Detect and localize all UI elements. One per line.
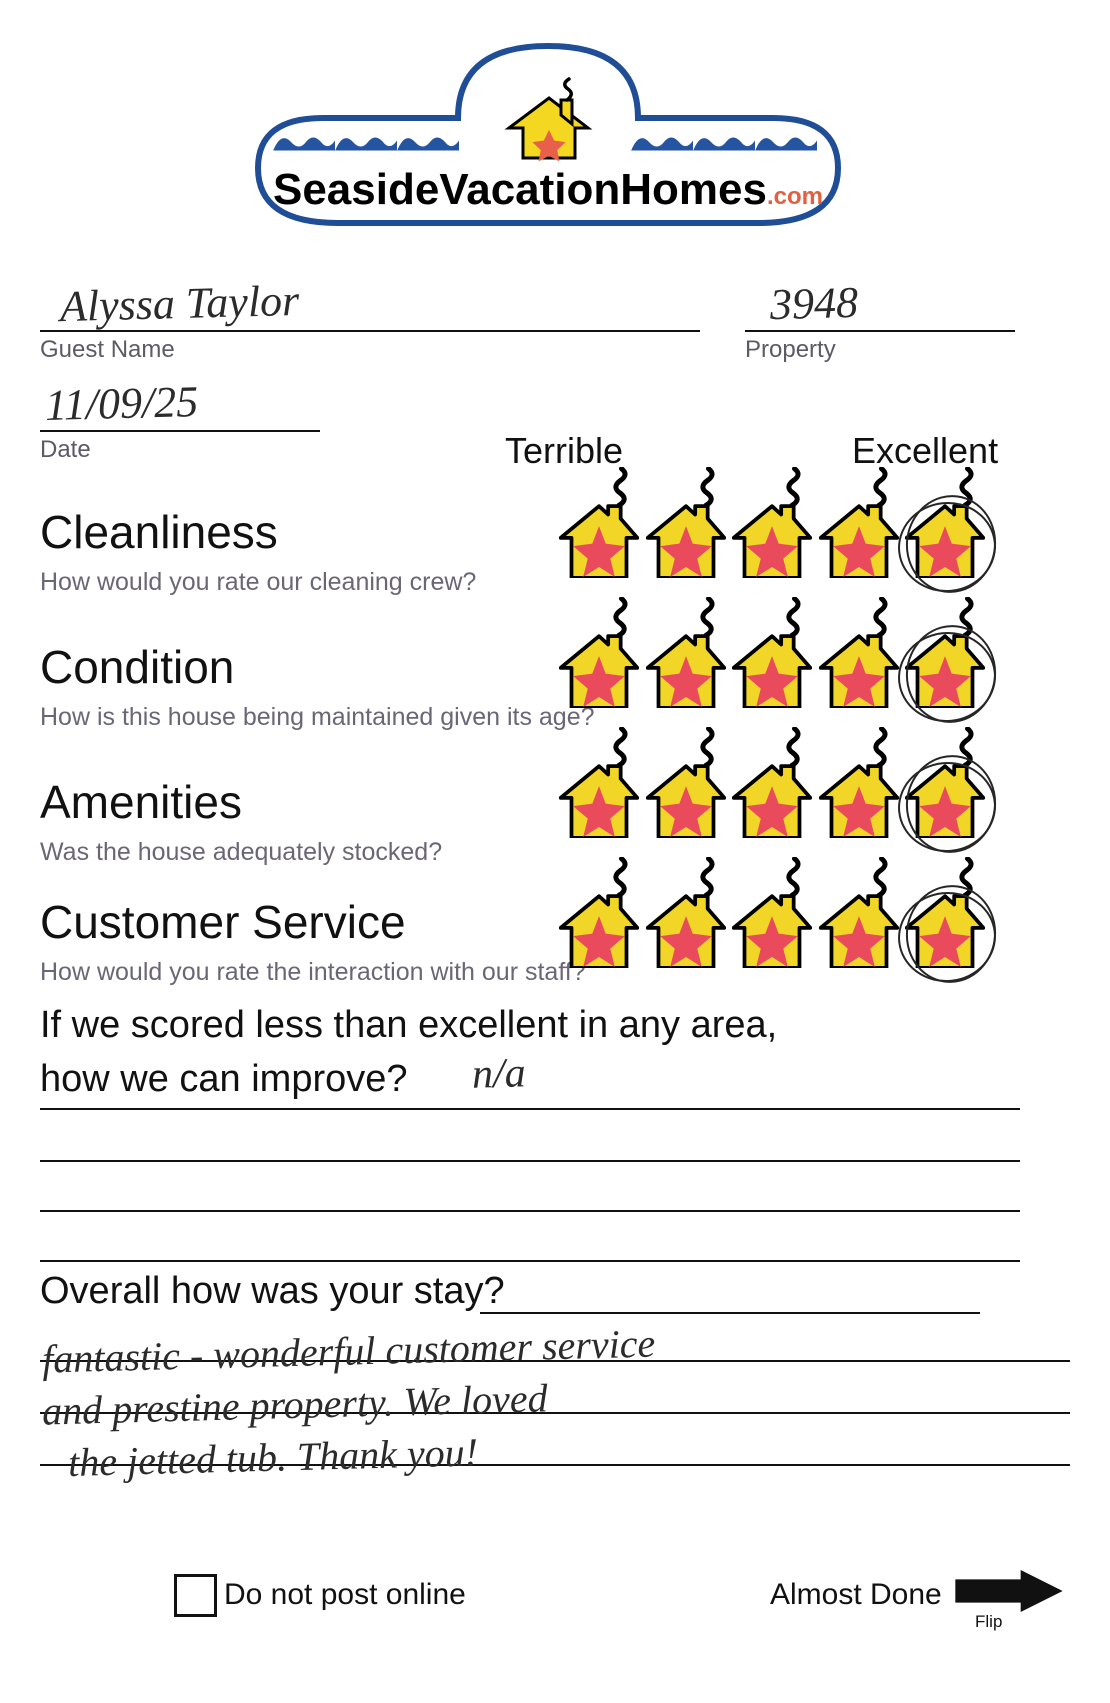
- svg-text:SeasideVacationHomes.com: SeasideVacationHomes.com: [273, 165, 823, 214]
